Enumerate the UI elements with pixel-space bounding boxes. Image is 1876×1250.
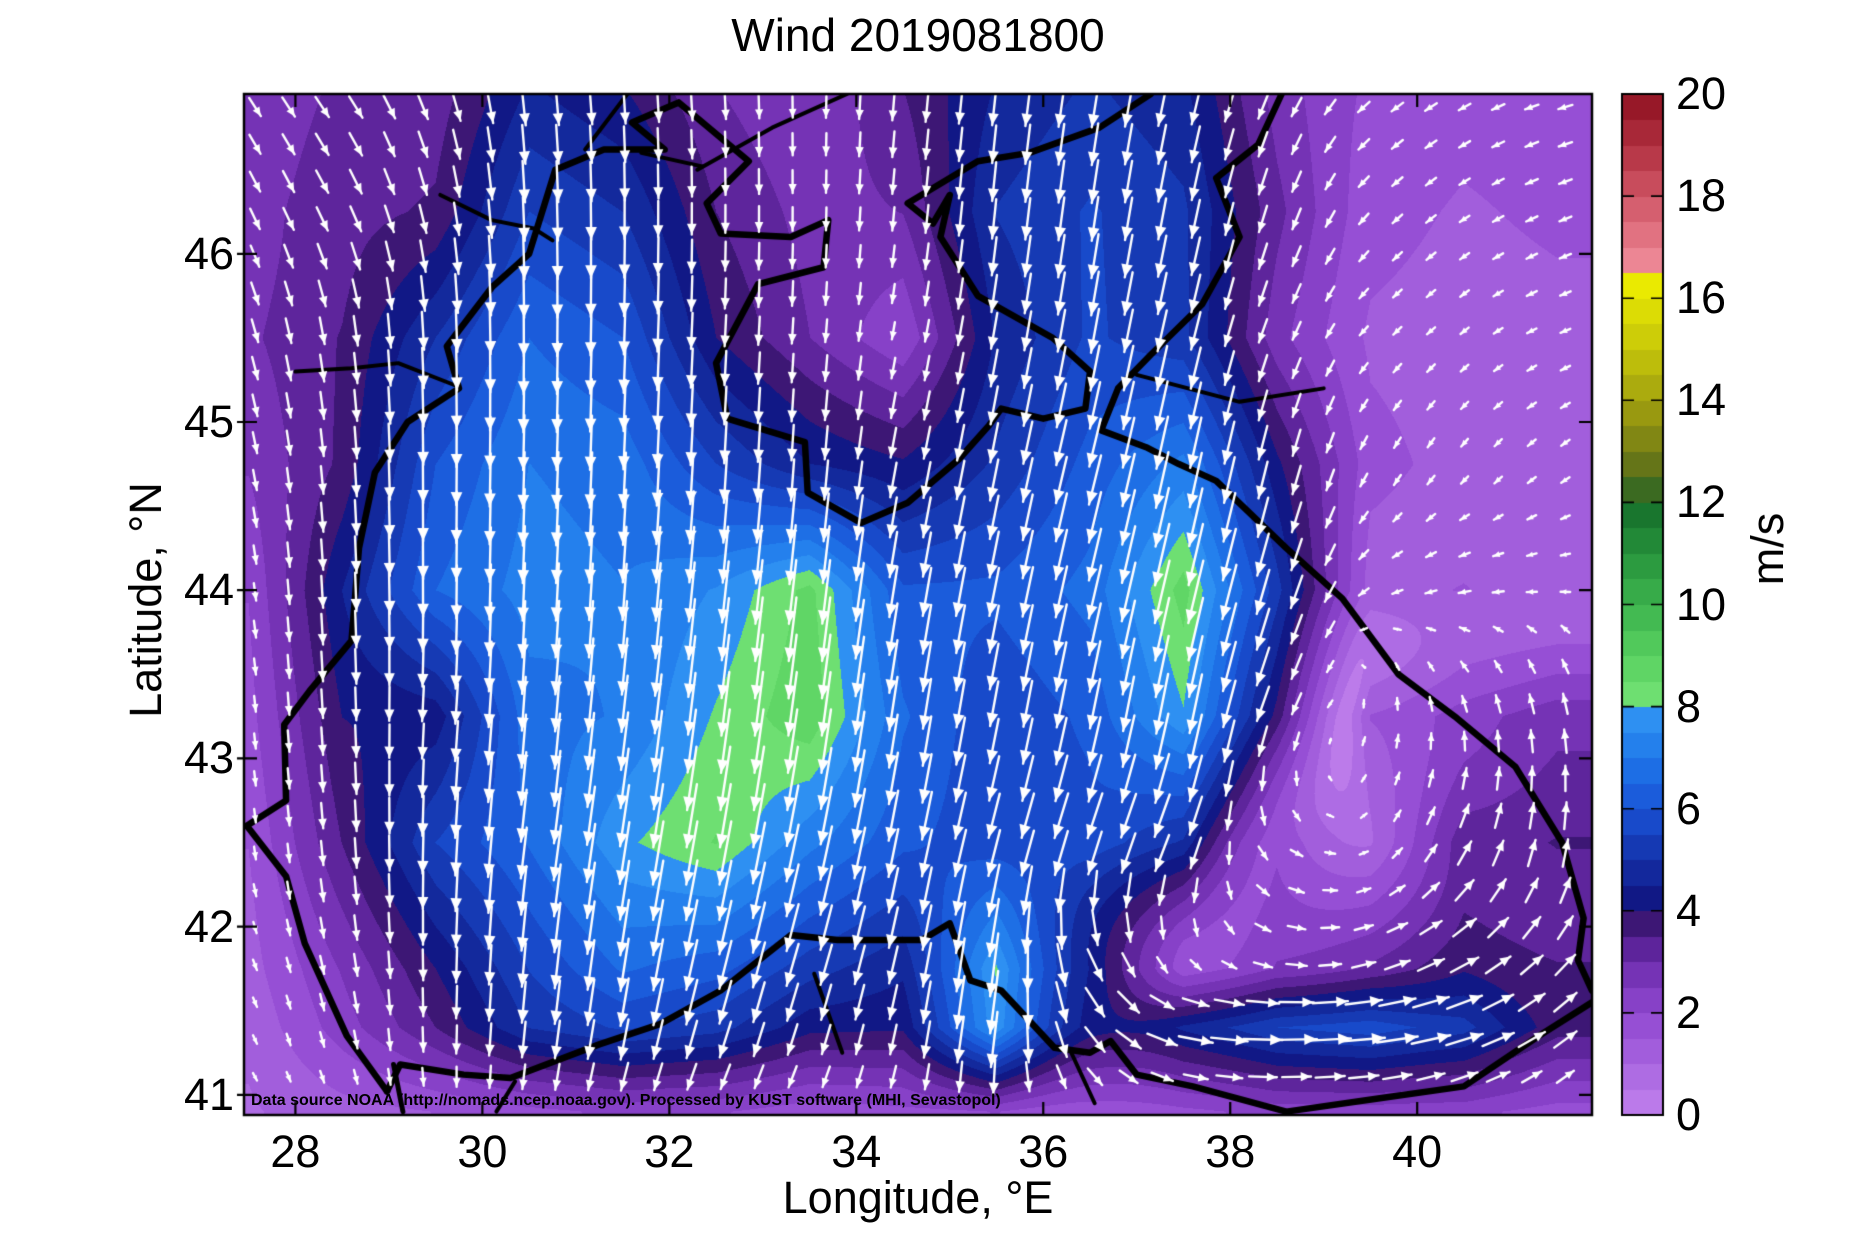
colorbar-tick-label: 8 [1676, 680, 1702, 732]
data-source-note: Data source NOAA (http://nomads.ncep.noa… [251, 1092, 1001, 1109]
x-tick-label: 28 [270, 1126, 321, 1177]
colorbar-units-label: m/s [1742, 512, 1793, 586]
colorbar-tick-label: 0 [1676, 1089, 1702, 1140]
colorbar-tick-label: 18 [1676, 170, 1727, 222]
y-tick-label: 46 [183, 227, 234, 279]
colorbar-tick-label: 16 [1676, 272, 1727, 324]
y-tick-label: 43 [183, 732, 234, 784]
x-tick-label: 38 [1205, 1126, 1256, 1177]
colorbar-tick-label: 12 [1676, 476, 1727, 528]
x-tick-label: 32 [644, 1126, 695, 1177]
y-tick-label: 45 [183, 395, 234, 447]
y-tick-label: 41 [183, 1068, 234, 1120]
colorbar-tick-label: 10 [1676, 578, 1727, 630]
colorbar-tick-label: 14 [1676, 374, 1727, 426]
colorbar-tick-label: 2 [1676, 986, 1702, 1038]
colorbar-tick-label: 20 [1676, 68, 1727, 119]
x-tick-label: 40 [1392, 1126, 1443, 1177]
x-axis-label: Longitude, °E [782, 1172, 1054, 1223]
colorbar-tick-label: 4 [1676, 884, 1702, 936]
chart-title: Wind 2019081800 [731, 9, 1105, 61]
y-tick-label: 42 [183, 900, 234, 952]
y-tick-label: 44 [183, 564, 234, 616]
colorbar-tick-label: 6 [1676, 782, 1702, 834]
x-tick-label: 30 [457, 1126, 508, 1177]
x-tick-label: 34 [831, 1126, 882, 1177]
x-tick-label: 36 [1018, 1126, 1069, 1177]
